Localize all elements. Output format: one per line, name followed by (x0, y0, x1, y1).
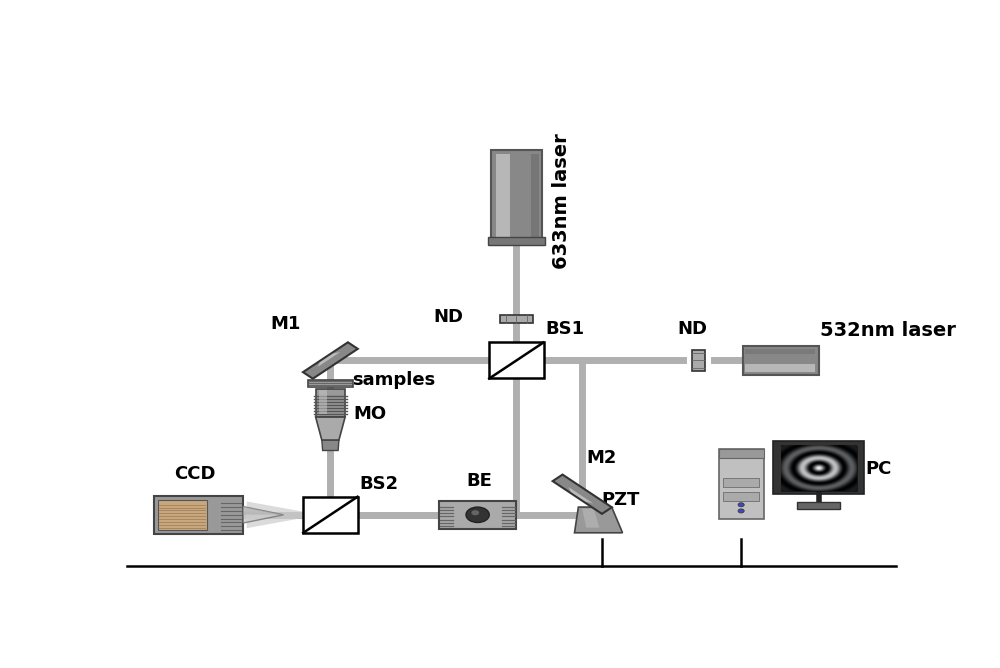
Polygon shape (322, 440, 339, 450)
Bar (692, 349, 705, 371)
Bar (491, 150, 542, 244)
Circle shape (466, 507, 489, 522)
Bar (531, 154, 539, 242)
Text: ND: ND (677, 319, 707, 337)
Bar (797, 502, 840, 509)
Bar (488, 237, 545, 244)
Bar (316, 389, 345, 417)
Bar (723, 478, 759, 487)
Text: BS2: BS2 (360, 475, 399, 493)
Bar (439, 500, 516, 529)
Text: PZT: PZT (602, 492, 640, 510)
Bar (308, 380, 353, 387)
Polygon shape (582, 508, 599, 528)
Bar (723, 492, 759, 501)
Polygon shape (316, 417, 345, 440)
Bar (489, 343, 544, 379)
Bar (745, 364, 815, 372)
Bar (745, 349, 815, 354)
Bar (496, 154, 510, 242)
Circle shape (738, 503, 744, 507)
Text: ND: ND (434, 308, 464, 326)
Text: M2: M2 (586, 449, 616, 467)
Polygon shape (318, 352, 340, 367)
Polygon shape (568, 487, 593, 504)
Text: 633nm laser: 633nm laser (552, 133, 571, 269)
Polygon shape (303, 342, 358, 379)
Polygon shape (553, 474, 612, 514)
Bar (719, 449, 764, 518)
Circle shape (738, 509, 744, 513)
Polygon shape (247, 502, 303, 528)
Bar (719, 449, 764, 458)
Bar (743, 346, 819, 375)
Polygon shape (574, 507, 623, 533)
Text: 532nm laser: 532nm laser (820, 321, 956, 340)
Bar (773, 441, 864, 494)
Circle shape (471, 510, 479, 515)
Text: MO: MO (354, 405, 387, 424)
Text: M1: M1 (270, 315, 301, 333)
Polygon shape (243, 506, 283, 515)
Polygon shape (243, 506, 283, 523)
Text: CCD: CCD (174, 465, 216, 483)
Text: PC: PC (865, 460, 892, 478)
Bar (154, 496, 243, 534)
Bar (500, 315, 533, 323)
Bar (319, 391, 327, 414)
Bar (303, 497, 358, 533)
Bar (781, 446, 857, 491)
Text: BS1: BS1 (546, 319, 585, 337)
Text: samples: samples (352, 371, 435, 389)
Text: BE: BE (466, 472, 492, 490)
Bar (158, 500, 207, 530)
